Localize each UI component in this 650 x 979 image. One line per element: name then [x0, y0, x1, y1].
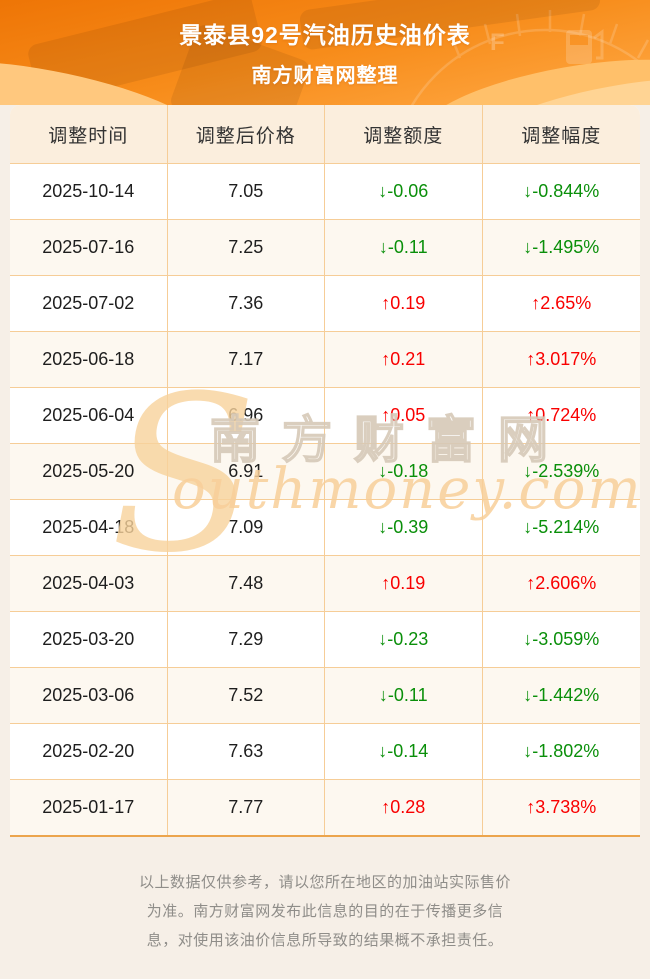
cell-price: 7.17	[168, 332, 325, 387]
cell-change: ↓-0.23	[325, 612, 483, 667]
table-row: 2025-05-20 6.91 ↓-0.18 ↓-2.539%	[10, 443, 640, 499]
column-header-time: 调整时间	[10, 105, 168, 163]
cell-change: ↑0.28	[325, 780, 483, 835]
price-table: 调整时间 调整后价格 调整额度 调整幅度 2025-10-14 7.05 ↓-0…	[10, 105, 640, 837]
table-row: 2025-10-14 7.05 ↓-0.06 ↓-0.844%	[10, 163, 640, 219]
page-title: 景泰县92号汽油历史油价表	[179, 22, 471, 48]
cell-date: 2025-04-03	[10, 556, 168, 611]
table-body: 2025-10-14 7.05 ↓-0.06 ↓-0.844% 2025-07-…	[10, 163, 640, 835]
cell-date: 2025-06-18	[10, 332, 168, 387]
table-row: 2025-07-16 7.25 ↓-0.11 ↓-1.495%	[10, 219, 640, 275]
cell-price: 7.25	[168, 220, 325, 275]
cell-price: 7.29	[168, 612, 325, 667]
cell-pct: ↑2.606%	[526, 573, 597, 593]
cell-pct: ↓-5.214%	[523, 517, 600, 537]
table-row: 2025-03-06 7.52 ↓-0.11 ↓-1.442%	[10, 667, 640, 723]
table-wrap: 调整时间 调整后价格 调整额度 调整幅度 2025-10-14 7.05 ↓-0…	[10, 105, 641, 837]
table-row: 2025-04-03 7.48 ↑0.19 ↑2.606%	[10, 555, 640, 611]
cell-price: 7.48	[168, 556, 325, 611]
cell-pct: ↑2.65%	[531, 293, 592, 313]
disclaimer-line: 为准。南方财富网发布此信息的目的在于传播更多信	[146, 903, 504, 920]
column-header-change: 调整额度	[325, 105, 483, 163]
cell-price: 7.52	[168, 668, 325, 723]
cell-change: ↑0.19	[325, 276, 483, 331]
cell-pct: ↑0.724%	[526, 405, 597, 425]
column-header-price: 调整后价格	[168, 105, 325, 163]
cell-pct: ↓-0.844%	[523, 181, 600, 201]
cell-change: ↑0.05	[325, 388, 483, 443]
table-row: 2025-07-02 7.36 ↑0.19 ↑2.65%	[10, 275, 640, 331]
cell-change: ↓-0.06	[325, 164, 483, 219]
cell-date: 2025-02-20	[10, 724, 168, 779]
table-row: 2025-06-04 6.96 ↑0.05 ↑0.724%	[10, 387, 640, 443]
cell-pct: ↓-1.495%	[523, 237, 600, 257]
cell-pct: ↓-2.539%	[523, 461, 600, 481]
cell-price: 7.77	[168, 780, 325, 835]
cell-date: 2025-05-20	[10, 444, 168, 499]
header-banner: F 景泰县92号汽油历史油价表 南方财富网整理	[0, 0, 650, 105]
cell-pct: ↓-3.059%	[523, 629, 600, 649]
cell-date: 2025-07-02	[10, 276, 168, 331]
cell-pct: ↑3.738%	[526, 797, 597, 817]
cell-change: ↓-0.14	[325, 724, 483, 779]
cell-price: 6.96	[168, 388, 325, 443]
cell-date: 2025-01-17	[10, 780, 168, 835]
disclaimer: 以上数据仅供参考，请以您所在地区的加油站实际售价 为准。南方财富网发布此信息的目…	[0, 837, 650, 955]
cell-date: 2025-03-06	[10, 668, 168, 723]
cell-change: ↓-0.11	[325, 220, 483, 275]
cell-date: 2025-07-16	[10, 220, 168, 275]
cell-date: 2025-06-04	[10, 388, 168, 443]
disclaimer-line: 以上数据仅供参考，请以您所在地区的加油站实际售价	[138, 874, 511, 891]
table-row: 2025-02-20 7.63 ↓-0.14 ↓-1.802%	[10, 723, 640, 779]
column-header-pct: 调整幅度	[521, 125, 602, 147]
cell-date: 2025-04-18	[10, 500, 168, 555]
cell-change: ↑0.21	[325, 332, 483, 387]
cell-price: 6.91	[168, 444, 325, 499]
cell-change: ↓-0.18	[325, 444, 483, 499]
cell-change: ↑0.19	[325, 556, 483, 611]
cell-price: 7.05	[168, 164, 325, 219]
page-subtitle: 南方财富网整理	[251, 65, 399, 87]
cell-price: 7.63	[168, 724, 325, 779]
table-row: 2025-01-17 7.77 ↑0.28 ↑3.738%	[10, 779, 640, 835]
cell-price: 7.36	[168, 276, 325, 331]
cell-change: ↓-0.11	[325, 668, 483, 723]
table-row: 2025-03-20 7.29 ↓-0.23 ↓-3.059%	[10, 611, 640, 667]
cell-pct: ↓-1.442%	[523, 685, 600, 705]
table-row: 2025-04-18 7.09 ↓-0.39 ↓-5.214%	[10, 499, 640, 555]
cell-date: 2025-03-20	[10, 612, 168, 667]
table-row: 2025-06-18 7.17 ↑0.21 ↑3.017%	[10, 331, 640, 387]
cell-date: 2025-10-14	[10, 164, 168, 219]
cell-change: ↓-0.39	[325, 500, 483, 555]
cell-pct: ↑3.017%	[526, 349, 597, 369]
cell-pct: ↓-1.802%	[523, 741, 600, 761]
disclaimer-line: 息，对使用该油价信息所导致的结果概不承担责任。	[146, 932, 504, 949]
cell-price: 7.09	[168, 500, 325, 555]
table-header-row: 调整时间 调整后价格 调整额度 调整幅度	[10, 105, 640, 163]
